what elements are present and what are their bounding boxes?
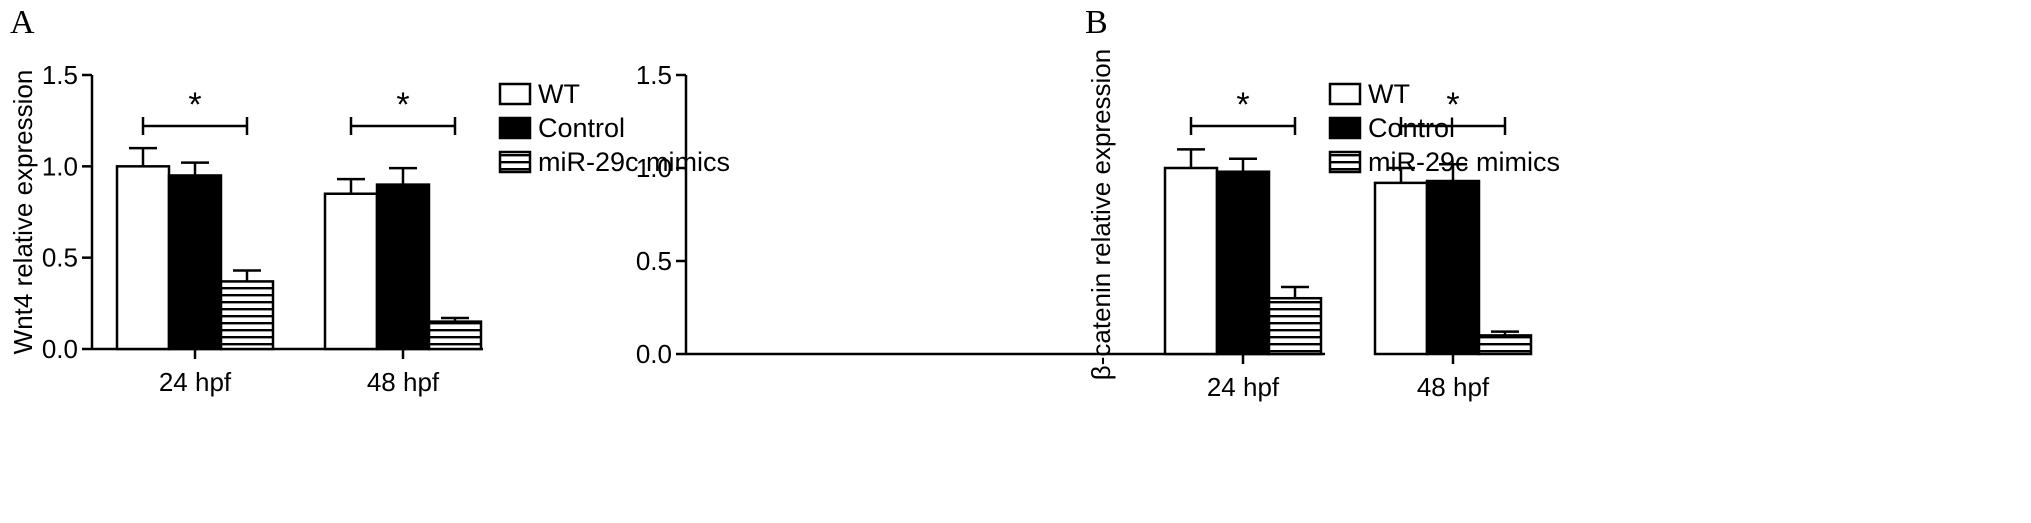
panel-letter-b: B — [1085, 4, 1108, 41]
significance-star: * — [1446, 86, 1459, 124]
bar — [323, 192, 379, 351]
significance-star: * — [396, 86, 409, 124]
legend-label: Control — [1368, 113, 1455, 143]
panel-letter-a: A — [10, 4, 35, 41]
x-tick-label: 48 hpf — [367, 367, 440, 397]
x-tick-label: 24 hpf — [159, 367, 232, 397]
bar — [115, 165, 171, 351]
y-axis-title: Wnt4 relative expression — [8, 70, 38, 355]
x-tick-label: 48 hpf — [1417, 372, 1490, 402]
legend-swatch — [1328, 150, 1362, 174]
legend-label: Control — [538, 113, 625, 143]
bar — [427, 320, 483, 351]
bar — [1163, 166, 1219, 356]
chart-panel-b: B 0.0 0.5 1.0 1.5 β-catenin relative express… — [636, 0, 2031, 523]
legend-label: miR-29c mimics — [538, 147, 730, 177]
significance-star: * — [188, 86, 201, 124]
y-tick-label: 1.5 — [42, 60, 78, 90]
bar — [375, 183, 431, 351]
y-tick-label: 0.5 — [42, 243, 78, 273]
legend-swatch — [498, 116, 532, 140]
y-tick-label: 0.0 — [42, 334, 78, 364]
bar — [1267, 296, 1323, 356]
y-tick-label: 1.5 — [636, 60, 672, 90]
bar — [1425, 179, 1481, 356]
chart-b-svg: 0.0 0.5 1.0 1.5 β-catenin relative expressio… — [636, 49, 1560, 402]
y-tick-label: 0.5 — [636, 246, 672, 276]
y-axis-title: β-catenin relative expression — [1086, 49, 1116, 380]
legend-label: WT — [1368, 79, 1410, 109]
bar — [1373, 181, 1429, 356]
bar — [167, 174, 223, 351]
legend-swatch — [498, 82, 532, 106]
x-tick-label: 24 hpf — [1207, 372, 1280, 402]
legend-swatch — [498, 150, 532, 174]
bar — [1215, 170, 1271, 356]
legend-label: miR-29c mimics — [1368, 147, 1560, 177]
legend-label: WT — [538, 79, 580, 109]
y-tick-label: 1.0 — [42, 151, 78, 181]
bar — [1477, 334, 1533, 356]
y-tick-label: 0.0 — [636, 339, 672, 369]
significance-star: * — [1236, 86, 1249, 124]
chart-panel-a: A 0.0 0.5 1.0 1.5 Wnt4 relative expression 24… — [0, 0, 1010, 523]
legend-swatch — [1328, 116, 1362, 140]
bar — [219, 280, 275, 351]
legend-swatch — [1328, 82, 1362, 106]
y-tick-label: 1.0 — [636, 153, 672, 183]
